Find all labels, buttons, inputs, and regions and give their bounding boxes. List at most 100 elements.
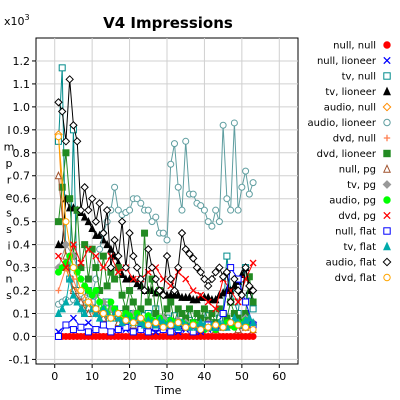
y-tick-label: 0.5	[13, 216, 31, 229]
data-point	[204, 298, 212, 306]
data-point	[77, 259, 85, 267]
data-point	[144, 245, 153, 254]
data-point	[207, 274, 217, 284]
data-point	[72, 137, 82, 146]
data-point	[174, 322, 183, 331]
data-point	[144, 321, 152, 329]
y-tick-label: 0.9	[13, 124, 31, 137]
legend-item: tv, pg	[347, 180, 392, 191]
data-point	[133, 195, 141, 203]
data-point	[65, 274, 74, 283]
data-point	[132, 263, 142, 272]
y-tick-label: 0.0	[13, 330, 31, 343]
data-point	[125, 228, 134, 238]
x-tick-label: 40	[197, 370, 211, 383]
data-point	[167, 160, 175, 168]
data-point	[211, 267, 220, 277]
x-tick-label: 10	[85, 370, 99, 383]
data-point	[69, 264, 77, 272]
data-point	[230, 119, 238, 127]
data-point	[383, 134, 391, 142]
y-tick-label: 0.7	[13, 170, 31, 183]
data-point	[245, 313, 254, 322]
legend-item: null, pg	[339, 164, 391, 176]
data-point	[166, 274, 175, 284]
data-point	[383, 211, 391, 220]
data-point	[84, 298, 92, 306]
series-dvd-flat	[54, 133, 257, 334]
data-point	[178, 206, 186, 214]
data-point	[170, 140, 178, 148]
data-point	[162, 251, 172, 261]
data-point	[167, 328, 175, 336]
data-point	[170, 286, 179, 295]
data-point	[103, 282, 111, 290]
y-axis-label-letter: s	[6, 289, 12, 302]
data-point	[77, 264, 85, 272]
data-point	[170, 312, 178, 320]
data-point	[167, 321, 175, 329]
data-point	[212, 206, 220, 214]
data-point	[137, 326, 145, 334]
series-group	[54, 64, 258, 340]
data-point	[84, 319, 92, 327]
data-point	[215, 218, 223, 226]
data-point	[129, 328, 137, 336]
y-tick-label: 0.8	[13, 147, 31, 160]
data-point	[242, 298, 250, 306]
data-point	[185, 292, 194, 301]
data-point	[249, 305, 257, 313]
legend-item: tv, null	[342, 72, 391, 83]
legend: null, null null, lioneer tv, null tv, lione…	[308, 41, 392, 284]
y-axis-label-letter: s	[6, 207, 12, 220]
data-point	[189, 190, 197, 198]
data-point	[230, 274, 239, 284]
y-axis-label-letter: o	[6, 256, 13, 269]
data-point	[92, 287, 100, 295]
data-point	[178, 309, 186, 317]
data-point	[249, 179, 257, 187]
data-point	[230, 313, 239, 322]
data-point	[99, 321, 107, 329]
data-point	[383, 164, 391, 173]
data-point	[152, 213, 160, 221]
data-point	[200, 305, 208, 313]
data-point	[61, 137, 71, 146]
data-point	[99, 264, 107, 272]
legend-label: tv, pg	[347, 180, 376, 191]
data-point	[196, 317, 205, 327]
legend-label: audio, flat	[326, 258, 376, 269]
data-point	[152, 319, 160, 327]
data-point	[88, 291, 96, 299]
data-point	[223, 195, 231, 203]
data-point	[129, 298, 137, 306]
data-point	[144, 328, 152, 336]
y-axis-label-letter: e	[6, 190, 13, 203]
data-point	[204, 292, 212, 301]
data-point	[84, 287, 92, 295]
data-point	[129, 251, 138, 261]
y-axis-label-letter: r	[7, 174, 12, 187]
data-point	[102, 205, 112, 215]
data-point	[159, 323, 167, 331]
data-point	[57, 107, 67, 116]
data-point	[58, 64, 66, 72]
legend-label: null, lioneer	[317, 56, 377, 67]
data-point	[182, 275, 190, 283]
data-point	[91, 217, 101, 226]
data-point	[383, 72, 391, 80]
legend-item: dvd, lioneer	[317, 149, 391, 160]
data-point	[155, 286, 164, 295]
data-point	[62, 297, 70, 306]
legend-item: null, lioneer	[317, 56, 391, 67]
data-point	[107, 328, 115, 336]
legend-item: audio, flat	[326, 258, 392, 269]
data-point	[182, 137, 190, 145]
data-point	[383, 227, 391, 235]
legend-label: dvd, pg	[338, 211, 376, 222]
data-point	[218, 272, 228, 281]
data-point	[77, 304, 85, 313]
data-point	[54, 308, 63, 317]
legend-label: dvd, flat	[335, 273, 376, 284]
x-tick-label: 60	[272, 370, 286, 383]
